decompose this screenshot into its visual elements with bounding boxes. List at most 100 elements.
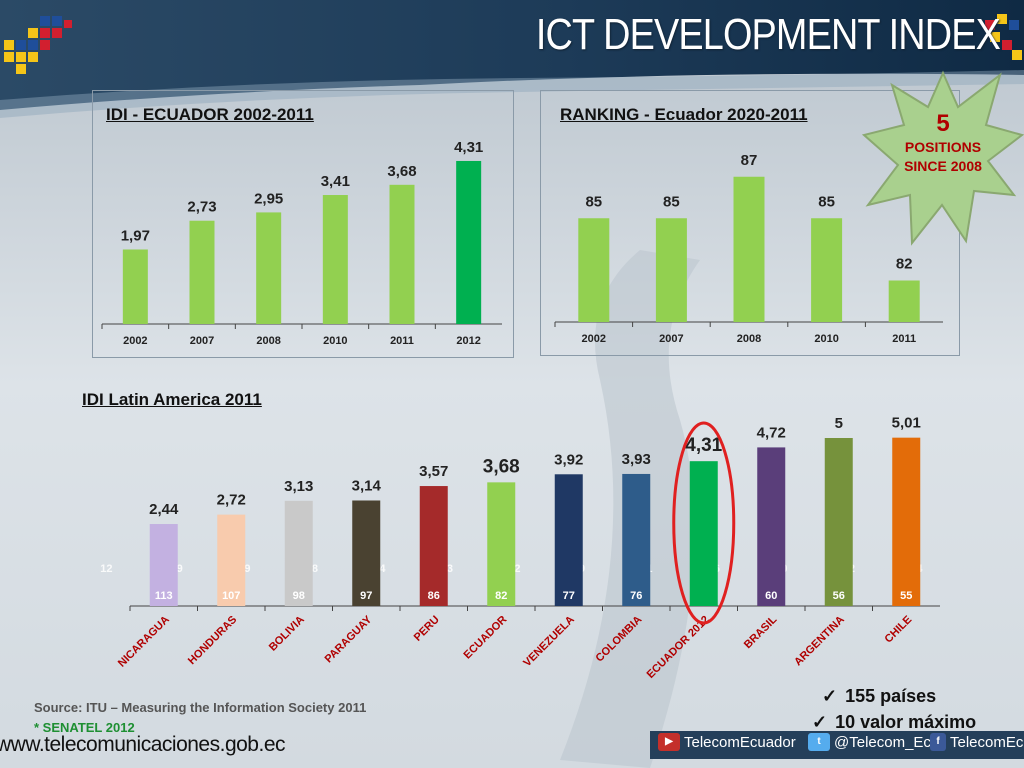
country-label: NICARAGUA: [116, 614, 172, 670]
x-tick-label: 2008: [256, 335, 280, 347]
ranking-title: RANKING - Ecuador 2020-2011: [560, 105, 808, 124]
bar: [149, 524, 178, 606]
x-tick-label: 2007: [190, 335, 214, 347]
data-label: 2,44: [149, 501, 179, 518]
data-label: 82: [896, 256, 913, 273]
country-label: BRASIL: [742, 613, 780, 651]
rank-label: 82: [495, 590, 507, 602]
ranking-chart: 85 2002 85 2007 87 2008 85 2010 82 2011: [554, 152, 943, 345]
bar: [824, 438, 853, 606]
x-tick-label: 2002: [582, 333, 606, 345]
bar: [554, 474, 583, 606]
data-label: 2,73: [187, 199, 216, 216]
data-label: 5: [835, 415, 843, 432]
data-label: 1,97: [121, 227, 150, 244]
social-youtube[interactable]: ▶ TelecomEcuador: [658, 733, 796, 751]
bar: [757, 447, 786, 606]
note-max-value: ✓ 10 valor máximo: [812, 712, 976, 733]
country-label: VENEZUELA: [521, 614, 577, 670]
rank-label: 98: [293, 590, 305, 602]
data-label: 85: [585, 193, 602, 210]
country-label: COLOMBIA: [594, 614, 645, 665]
bar: [811, 218, 843, 322]
bar: [389, 184, 415, 324]
youtube-icon: ▶: [658, 733, 680, 751]
x-tick-label: 2002: [123, 335, 147, 347]
facebook-icon: f: [930, 733, 946, 751]
positions-starburst: [862, 70, 1024, 246]
bar: [655, 218, 687, 322]
data-label: 5,01: [892, 415, 921, 432]
data-label: 3,93: [622, 451, 651, 468]
idi-ecuador-panel: [92, 90, 514, 358]
data-label: 3,68: [387, 163, 416, 180]
country-label: PARAGUAY: [323, 613, 375, 665]
social-twitter[interactable]: t @Telecom_Ec: [808, 733, 931, 751]
social-facebook[interactable]: f TelecomEc: [930, 733, 1023, 751]
website-link[interactable]: www.telecomunicaciones.gob.ec: [0, 733, 286, 756]
bar: [892, 437, 921, 606]
bar: [189, 220, 215, 324]
rank-label: 56: [833, 590, 845, 602]
x-tick-label: 2007: [659, 333, 683, 345]
note-max-text: 10 valor máximo: [835, 712, 977, 732]
rank-label-behind: 12: [100, 563, 112, 575]
highlight-ellipse: [672, 421, 736, 625]
rank-label: 86: [428, 590, 440, 602]
data-label: 3,41: [321, 173, 350, 190]
bar: [419, 486, 448, 606]
positions-badge: 5 POSITIONS SINCE 2008: [880, 110, 1006, 176]
rank-label: 97: [360, 590, 372, 602]
latam-title: IDI Latin America 2011: [82, 390, 262, 409]
bar: [256, 212, 282, 324]
bar: [888, 280, 920, 322]
bar: [322, 195, 348, 324]
data-label: 87: [741, 152, 758, 169]
idi-ecuador-chart: 1,97 2002 2,73 2007 2,95 2008 3,41 2010 3,68 2011…: [101, 139, 502, 347]
positions-number: 5: [936, 110, 950, 137]
data-label: 85: [663, 193, 680, 210]
latam-chart: 121191091081041031029991666052342,44113N…: [100, 415, 940, 681]
logo-mosaic-right: [985, 14, 1022, 60]
data-label: 3,13: [284, 478, 313, 495]
country-label: PERU: [412, 614, 442, 644]
data-label: 3,57: [419, 463, 448, 480]
social-twitter-label: @Telecom_Ec: [834, 733, 931, 751]
bar: [352, 500, 381, 606]
bar: [733, 176, 765, 322]
bar: [622, 473, 651, 606]
x-tick-label: 2008: [737, 333, 761, 345]
data-label: 4,31: [454, 139, 483, 156]
data-label: 85: [818, 193, 835, 210]
data-label: 4,31: [685, 435, 722, 456]
data-label: 4,72: [757, 424, 786, 441]
country-label: ARGENTINA: [792, 614, 847, 669]
check-icon: ✓: [822, 686, 838, 706]
data-label: 2,95: [254, 190, 283, 207]
data-label: 3,92: [554, 451, 583, 468]
note-countries: ✓ 155 países: [822, 686, 936, 707]
data-label: 3,68: [483, 456, 520, 477]
bar: [122, 249, 148, 324]
social-youtube-label: TelecomEcuador: [684, 733, 796, 751]
bar: [487, 482, 516, 606]
slide-title: ICT DEVELOPMENT INDEX: [535, 10, 1001, 59]
idi-ecuador-title: IDI - ECUADOR 2002-2011: [106, 105, 314, 124]
rank-label: 76: [630, 590, 642, 602]
social-facebook-label: TelecomEc: [950, 733, 1024, 751]
country-label: CHILE: [883, 614, 915, 646]
data-label: 3,14: [352, 477, 382, 494]
country-label: HONDURAS: [186, 614, 239, 667]
source-citation: Source: ITU – Measuring the Information …: [34, 700, 367, 715]
x-tick-label: 2011: [892, 333, 916, 345]
bar: [217, 514, 246, 606]
bar: [456, 160, 482, 324]
x-tick-label: 2010: [814, 333, 838, 345]
rank-label: 77: [563, 590, 575, 602]
logo-mosaic: [4, 16, 72, 74]
data-label: 2,72: [217, 492, 246, 509]
x-tick-label: 2012: [456, 335, 480, 347]
rank-label: 60: [765, 590, 777, 602]
bar: [689, 461, 718, 606]
